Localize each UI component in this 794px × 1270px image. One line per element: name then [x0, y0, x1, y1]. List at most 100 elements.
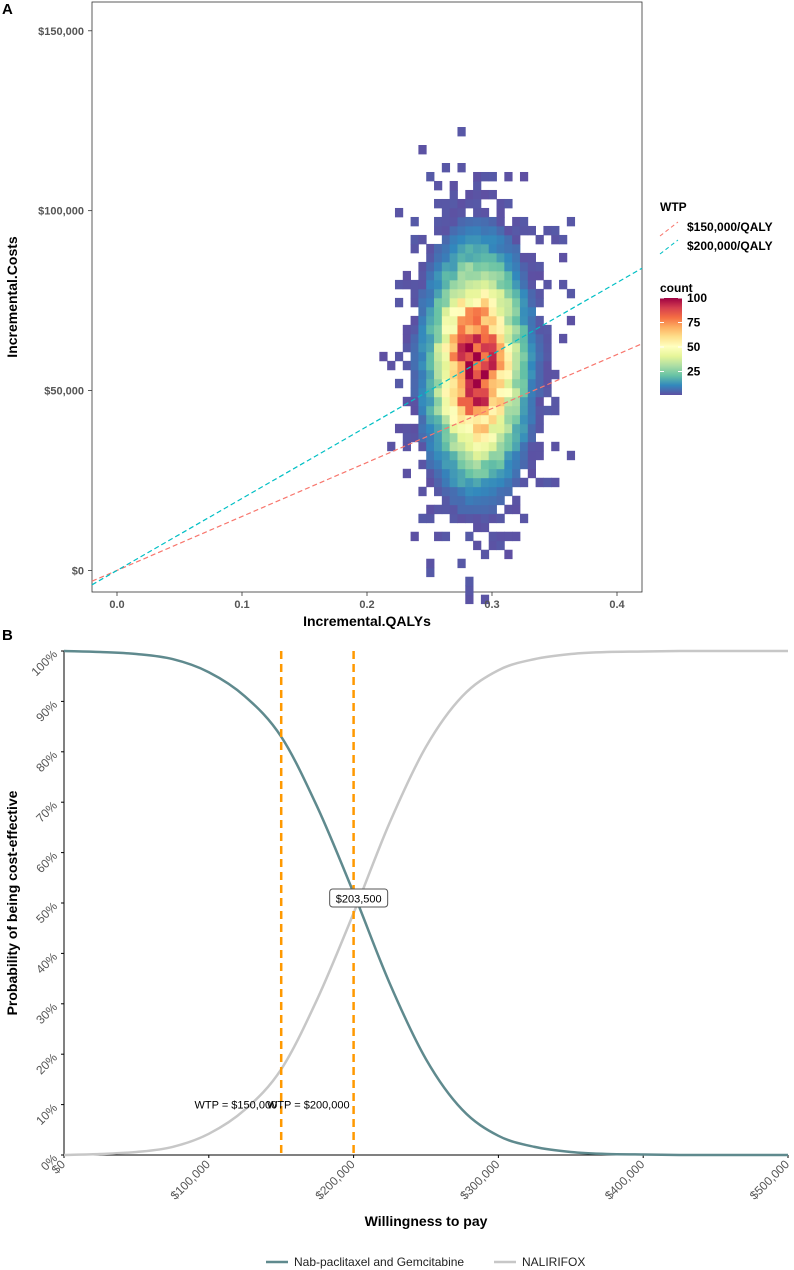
density-cell — [410, 216, 419, 227]
density-cell — [449, 180, 458, 191]
density-cell — [496, 234, 505, 245]
density-cell — [426, 306, 435, 317]
density-cell — [496, 495, 505, 506]
density-cell — [465, 504, 474, 515]
density-cell — [480, 243, 490, 254]
density-cell — [449, 279, 458, 290]
density-cell — [512, 387, 521, 398]
density-cell — [465, 432, 474, 443]
density-cell — [465, 441, 474, 452]
density-cell — [457, 468, 466, 479]
density-cell — [551, 234, 560, 245]
density-cell — [512, 234, 521, 245]
density-cell — [457, 216, 466, 227]
density-cell — [473, 396, 482, 407]
density-cell — [434, 441, 443, 452]
density-cell — [488, 369, 497, 380]
density-cell — [441, 306, 451, 317]
y-tick-label: 100% — [29, 647, 61, 679]
density-cell — [480, 594, 490, 605]
density-cell — [480, 513, 490, 524]
density-cell — [465, 297, 474, 308]
density-cell — [441, 198, 451, 209]
density-cell — [457, 333, 466, 344]
density-cell — [449, 270, 458, 281]
y-tick-label: 40% — [33, 949, 60, 976]
density-cell — [551, 369, 560, 380]
density-cell — [473, 468, 482, 479]
density-cell — [473, 279, 482, 290]
x-tick-label: 0.4 — [609, 599, 625, 611]
density-cell — [473, 189, 482, 200]
density-cell — [480, 396, 490, 407]
density-cell — [535, 378, 544, 389]
density-cell — [426, 333, 435, 344]
density-cell — [457, 270, 466, 281]
density-cell — [480, 450, 490, 461]
density-cell — [527, 369, 536, 380]
y-tick-label: 10% — [33, 1101, 60, 1128]
panel-a-y-axis-label: Incremental.Costs — [4, 236, 20, 358]
crossover-label-box — [329, 888, 389, 908]
density-cell — [465, 243, 474, 254]
density-cell — [426, 324, 435, 335]
density-cell — [418, 288, 427, 299]
density-cell — [496, 198, 505, 209]
density-cell — [473, 342, 482, 353]
density-cell — [512, 369, 521, 380]
density-cell — [519, 378, 529, 389]
density-cell — [535, 270, 544, 281]
density-cell — [512, 504, 521, 515]
wtp-legend-title: WTP — [660, 200, 687, 214]
density-cell — [543, 369, 552, 380]
density-cell — [519, 513, 529, 524]
density-cell — [457, 324, 466, 335]
density-cell — [418, 324, 427, 335]
density-cell — [504, 279, 513, 290]
density-cell — [504, 504, 513, 515]
x-tick-label: $100,000 — [168, 1157, 214, 1203]
density-cell — [519, 432, 529, 443]
colorbar-tick-label: 25 — [687, 364, 701, 378]
density-cell — [449, 288, 458, 299]
density-cell — [535, 342, 544, 353]
density-cell — [488, 189, 497, 200]
density-cell — [512, 423, 521, 434]
panel-b-x-axis-label: Willingness to pay — [365, 1213, 488, 1229]
density-cell — [402, 396, 411, 407]
density-cell — [426, 468, 435, 479]
y-tick-label: 50% — [33, 899, 60, 926]
density-cell — [504, 297, 513, 308]
density-cell — [449, 306, 458, 317]
density-cell — [410, 378, 419, 389]
density-cell — [449, 513, 458, 524]
density-cell — [457, 459, 466, 470]
density-cell — [512, 279, 521, 290]
wtp-vline-label-150k: WTP = $150,000 — [195, 1100, 278, 1112]
density-cell — [434, 306, 443, 317]
density-cell — [441, 288, 451, 299]
density-cell — [465, 198, 474, 209]
density-cell — [449, 477, 458, 488]
density-cell — [480, 495, 490, 506]
density-cell — [512, 378, 521, 389]
density-cell — [473, 333, 482, 344]
density-cell — [402, 333, 411, 344]
density-cell — [519, 477, 529, 488]
density-cell — [488, 423, 497, 434]
density-cell — [434, 225, 443, 236]
density-cell — [496, 297, 505, 308]
density-cell — [473, 405, 482, 416]
density-cell — [394, 279, 404, 290]
density-cell — [519, 387, 529, 398]
wtp-legend-key-200k — [659, 239, 679, 255]
density-cell — [394, 351, 404, 362]
density-cell — [496, 477, 505, 488]
density-cell — [519, 288, 529, 299]
density-cell — [527, 387, 536, 398]
density-cell — [519, 342, 529, 353]
density-cell — [473, 486, 482, 497]
density-cell — [465, 270, 474, 281]
density-cell — [519, 252, 529, 263]
